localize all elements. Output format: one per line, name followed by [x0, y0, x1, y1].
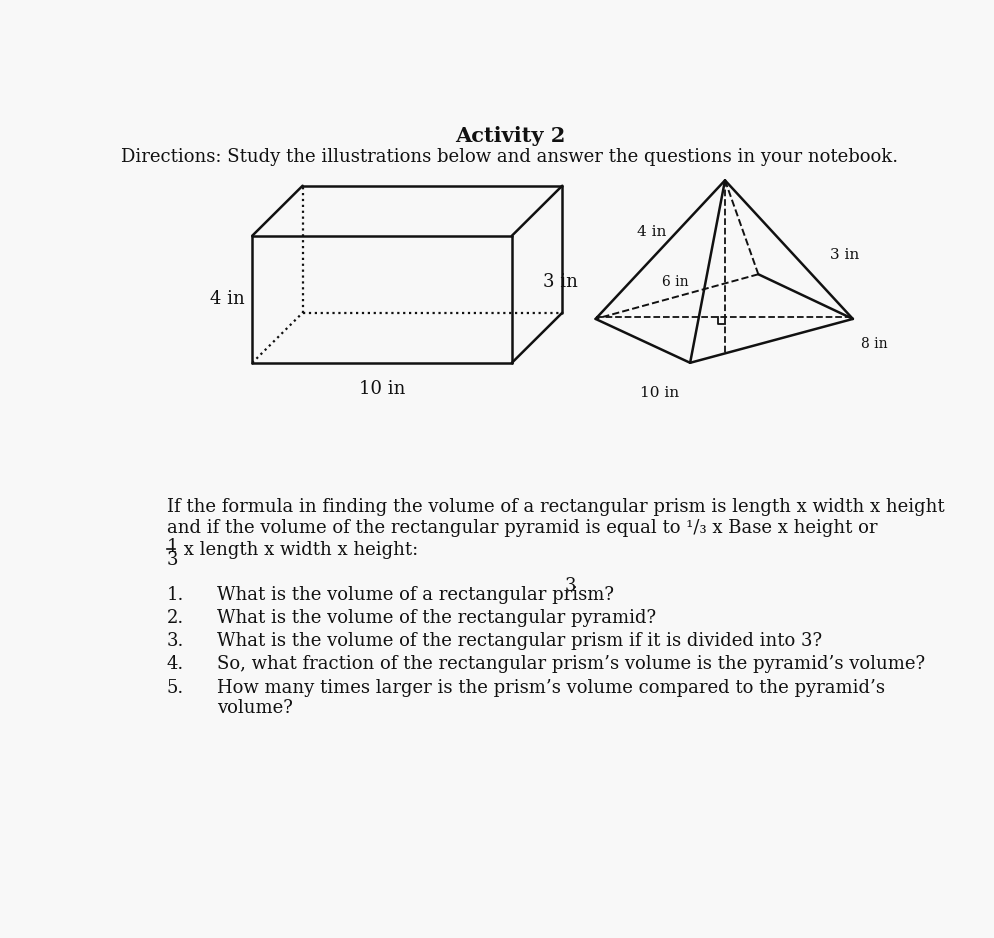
Text: 4 in: 4 in	[637, 225, 666, 239]
Text: and if the volume of the rectangular pyramid is equal to ¹/₃ x Base x height or: and if the volume of the rectangular pyr…	[167, 519, 877, 537]
Text: 3.: 3.	[167, 632, 184, 650]
Text: 3 in: 3 in	[543, 273, 578, 291]
Text: What is the volume of the rectangular prism if it is divided into 3?: What is the volume of the rectangular pr…	[217, 632, 822, 650]
Text: What is the volume of the rectangular pyramid?: What is the volume of the rectangular py…	[217, 609, 656, 628]
Text: What is the volume of a rectangular prism?: What is the volume of a rectangular pris…	[217, 586, 613, 604]
Text: Activity 2: Activity 2	[454, 127, 565, 146]
Text: 3: 3	[564, 577, 576, 595]
Text: 6 in: 6 in	[661, 275, 688, 289]
Text: 2.: 2.	[167, 609, 184, 628]
Text: 10 in: 10 in	[359, 380, 405, 398]
Text: 1.: 1.	[167, 586, 184, 604]
Text: 3: 3	[167, 551, 178, 568]
Text: Directions: Study the illustrations below and answer the questions in your noteb: Directions: Study the illustrations belo…	[121, 148, 898, 166]
Text: 4 in: 4 in	[210, 290, 245, 309]
Text: x length x width x height:: x length x width x height:	[178, 540, 417, 559]
Text: If the formula in finding the volume of a rectangular prism is length x width x : If the formula in finding the volume of …	[167, 497, 943, 516]
Text: 5.: 5.	[167, 678, 184, 697]
Text: volume?: volume?	[217, 699, 293, 717]
Text: 10 in: 10 in	[639, 386, 678, 400]
Text: 3 in: 3 in	[829, 248, 858, 262]
Text: How many times larger is the prism’s volume compared to the pyramid’s: How many times larger is the prism’s vol…	[217, 678, 885, 697]
Text: 4.: 4.	[167, 656, 184, 673]
Text: 8 in: 8 in	[860, 337, 887, 351]
Text: 1: 1	[167, 537, 178, 555]
Text: So, what fraction of the rectangular prism’s volume is the pyramid’s volume?: So, what fraction of the rectangular pri…	[217, 656, 924, 673]
